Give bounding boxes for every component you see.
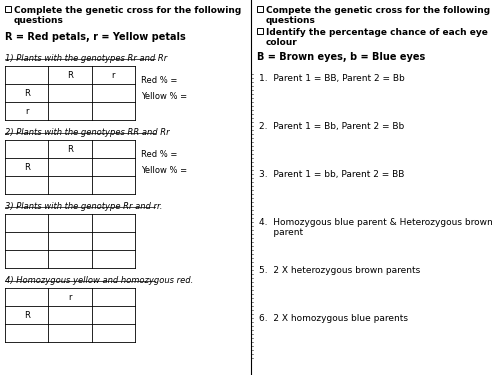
Text: 3.  Parent 1 = bb, Parent 2 = BB: 3. Parent 1 = bb, Parent 2 = BB — [259, 170, 404, 179]
Text: R = Red petals, r = Yellow petals: R = Red petals, r = Yellow petals — [5, 32, 186, 42]
Text: Compete the genetic cross for the following: Compete the genetic cross for the follow… — [266, 6, 490, 15]
Text: Red % =: Red % = — [141, 76, 178, 85]
Text: Complete the genetic cross for the following: Complete the genetic cross for the follo… — [14, 6, 241, 15]
Text: 3) Plants with the genotype Rr and rr.: 3) Plants with the genotype Rr and rr. — [5, 202, 162, 211]
Text: Yellow % =: Yellow % = — [141, 166, 187, 175]
Text: R: R — [67, 144, 73, 153]
Text: 1) Plants with the genotypes Rr and Rr: 1) Plants with the genotypes Rr and Rr — [5, 54, 167, 63]
Text: 1.  Parent 1 = BB, Parent 2 = Bb: 1. Parent 1 = BB, Parent 2 = Bb — [259, 74, 405, 83]
Text: 4) Homozygous yellow and homozygous red.: 4) Homozygous yellow and homozygous red. — [5, 276, 193, 285]
Text: R: R — [24, 162, 30, 171]
Text: r: r — [112, 70, 115, 80]
Text: 2.  Parent 1 = Bb, Parent 2 = Bb: 2. Parent 1 = Bb, Parent 2 = Bb — [259, 122, 404, 131]
Text: Identify the percentage chance of each eye: Identify the percentage chance of each e… — [266, 28, 488, 37]
Text: 5.  2 X heterozygous brown parents: 5. 2 X heterozygous brown parents — [259, 266, 420, 275]
Bar — [257, 28, 263, 34]
Text: Red % =: Red % = — [141, 150, 178, 159]
Text: R: R — [67, 70, 73, 80]
Text: 4.  Homozygous blue parent & Heterozygous brown
     parent: 4. Homozygous blue parent & Heterozygous… — [259, 218, 493, 237]
Text: R: R — [24, 88, 30, 98]
Bar — [5, 6, 11, 12]
Text: questions: questions — [266, 16, 316, 25]
Text: Yellow % =: Yellow % = — [141, 92, 187, 101]
Text: R: R — [24, 310, 30, 320]
Text: colour: colour — [266, 38, 298, 47]
Text: questions: questions — [14, 16, 64, 25]
Text: r: r — [25, 106, 28, 116]
Text: 2) Plants with the genotypes RR and Rr: 2) Plants with the genotypes RR and Rr — [5, 128, 170, 137]
Bar — [257, 6, 263, 12]
Text: 6.  2 X homozygous blue parents: 6. 2 X homozygous blue parents — [259, 314, 408, 323]
Text: r: r — [68, 292, 72, 302]
Text: B = Brown eyes, b = Blue eyes: B = Brown eyes, b = Blue eyes — [257, 52, 425, 62]
